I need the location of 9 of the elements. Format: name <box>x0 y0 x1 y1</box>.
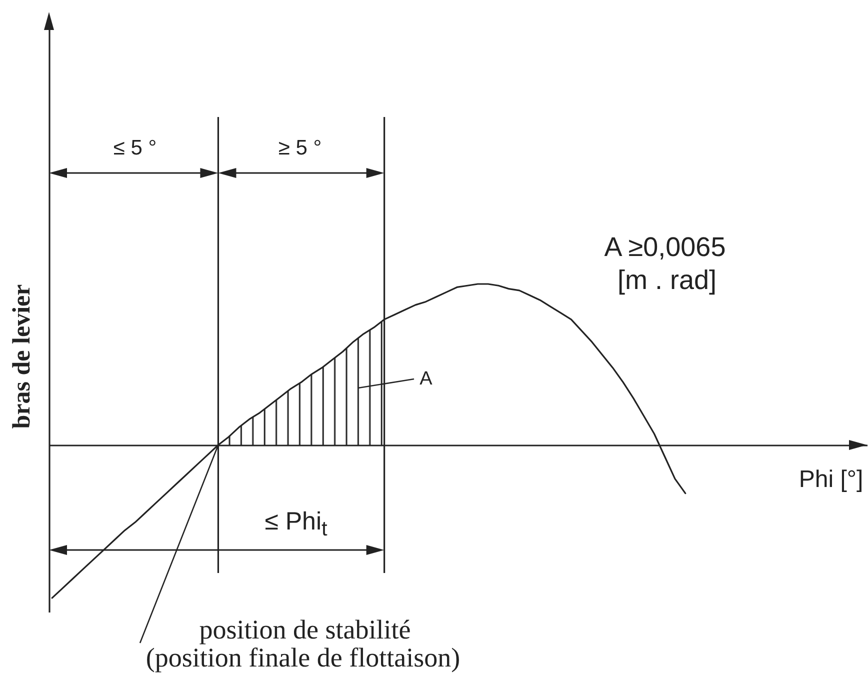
text: A ≥0,0065 <box>604 232 726 263</box>
annotation: A <box>420 368 432 390</box>
annotation: ≤ Phi$_{t}$ <box>264 508 328 542</box>
text: ≤ 5 ° <box>113 136 157 160</box>
text: Phi [°] <box>798 466 864 494</box>
y-axis-title: bras de levier <box>8 284 36 429</box>
annotation: [m . rad] <box>617 265 717 296</box>
text: position de stabilité <box>199 614 411 644</box>
text: ≥ 5 ° <box>278 136 322 160</box>
